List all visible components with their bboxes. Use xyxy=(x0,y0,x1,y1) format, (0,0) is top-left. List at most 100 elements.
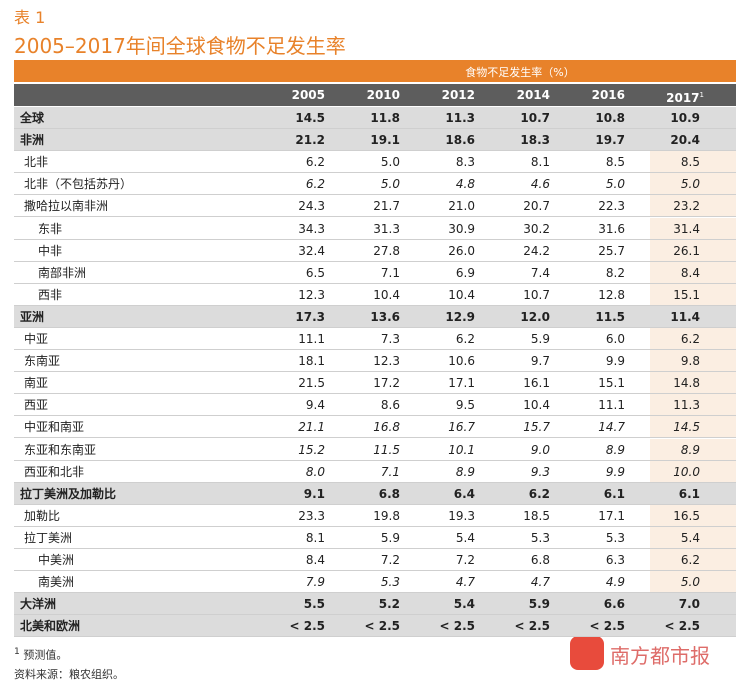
value-cell: 7.2 xyxy=(455,553,475,567)
highlight-cell xyxy=(650,195,736,217)
value-cell: 16.8 xyxy=(373,420,400,435)
value-cell: 4.6 xyxy=(530,177,550,192)
highlight-cell xyxy=(650,350,736,372)
value-cell: 8.4 xyxy=(680,265,700,280)
table-row xyxy=(14,482,736,505)
value-cell: 6.5 xyxy=(305,265,325,280)
value-cell: 26.0 xyxy=(448,243,475,258)
watermark: 南方都市报 xyxy=(610,644,710,668)
value-cell: 6.6 xyxy=(603,597,625,612)
table-row xyxy=(14,505,736,527)
value-cell: 15.2 xyxy=(298,442,325,457)
value-cell: 5.4 xyxy=(453,597,475,612)
value-cell: 5.3 xyxy=(605,530,625,545)
value-cell: 6.2 xyxy=(680,553,700,567)
value-cell: 5.5 xyxy=(303,597,325,612)
value-cell: 15.7 xyxy=(523,420,550,435)
value-cell: 8.5 xyxy=(605,155,625,170)
column-header: 2016 xyxy=(591,88,625,102)
value-cell: 12.9 xyxy=(445,309,475,324)
value-cell: 4.7 xyxy=(455,575,475,590)
value-cell: 5.9 xyxy=(530,332,550,346)
column-header: 2010 xyxy=(366,88,400,102)
value-cell: 32.4 xyxy=(298,243,325,258)
value-cell: 6.2 xyxy=(455,332,475,346)
value-cell: 12.8 xyxy=(598,287,625,302)
table-row xyxy=(14,328,736,350)
value-cell: 12.3 xyxy=(373,354,400,369)
highlight-cell xyxy=(650,504,736,526)
row-label: 南亚 xyxy=(24,376,49,391)
table-row xyxy=(14,394,736,417)
column-header: 20171 xyxy=(666,91,704,105)
value-cell: 20.4 xyxy=(670,133,700,148)
value-cell: 11.3 xyxy=(445,111,475,125)
value-cell: 19.8 xyxy=(373,508,400,523)
value-cell: 5.0 xyxy=(380,155,400,170)
value-cell: 6.8 xyxy=(378,486,400,501)
value-cell: 21.7 xyxy=(373,199,400,214)
highlight-cell xyxy=(650,261,736,283)
value-cell: 10.0 xyxy=(673,464,700,479)
value-cell: < 2.5 xyxy=(589,619,626,634)
value-cell: 8.1 xyxy=(305,530,325,545)
value-cell: 17.2 xyxy=(373,376,400,391)
row-label: 非洲 xyxy=(20,133,45,148)
row-label: 南部非洲 xyxy=(38,265,87,280)
table-title: 2005–2017年间全球食物不足发生率 xyxy=(14,34,346,58)
caption-band xyxy=(14,60,736,82)
highlight-cell xyxy=(650,571,736,593)
value-cell: 5.0 xyxy=(680,177,700,192)
row-label: 中非 xyxy=(38,243,63,258)
value-cell: 8.9 xyxy=(680,442,700,457)
value-cell: < 2.5 xyxy=(289,619,326,634)
highlight-cell xyxy=(650,173,736,195)
value-cell: 8.9 xyxy=(455,464,475,479)
value-cell: 7.1 xyxy=(380,464,400,479)
table-caption: 食物不足发生率（%） xyxy=(465,66,575,79)
value-cell: 6.2 xyxy=(305,155,325,170)
table-row xyxy=(14,461,736,483)
value-cell: 10.4 xyxy=(523,398,550,413)
table-row xyxy=(14,262,736,284)
value-cell: 21.2 xyxy=(295,133,325,148)
row-label: 加勒比 xyxy=(24,508,61,523)
value-cell: 5.9 xyxy=(528,597,550,612)
value-cell: 8.5 xyxy=(680,155,700,170)
value-cell: 18.5 xyxy=(523,508,550,523)
value-cell: 11.3 xyxy=(673,398,700,413)
value-cell: 6.3 xyxy=(605,553,625,567)
value-cell: 7.3 xyxy=(380,332,400,346)
value-cell: 6.4 xyxy=(453,486,475,501)
row-label: 中美洲 xyxy=(38,553,75,567)
row-label: 中亚和南亚 xyxy=(24,420,85,435)
value-cell: < 2.5 xyxy=(664,619,701,634)
value-cell: 10.8 xyxy=(595,111,625,125)
table-row xyxy=(14,107,736,129)
row-label: 南美洲 xyxy=(38,575,75,590)
value-cell: 9.4 xyxy=(305,398,325,413)
header-row xyxy=(14,84,736,106)
table-row xyxy=(14,416,736,439)
highlight-cell xyxy=(650,394,736,416)
value-cell: 7.1 xyxy=(380,265,400,280)
row-label: 撒哈拉以南非洲 xyxy=(24,199,109,214)
value-cell: 9.9 xyxy=(605,354,625,369)
highlight-cell xyxy=(650,460,736,482)
value-cell: 10.4 xyxy=(373,287,400,302)
row-label: 北美和欧洲 xyxy=(20,619,81,634)
value-cell: 21.1 xyxy=(298,420,325,435)
value-cell: 14.7 xyxy=(598,420,625,435)
value-cell: 22.3 xyxy=(598,199,625,214)
highlight-cell xyxy=(650,328,736,350)
value-cell: 16.7 xyxy=(448,420,475,435)
value-cell: 10.7 xyxy=(520,111,550,125)
value-cell: 9.0 xyxy=(530,442,550,457)
row-label: 东非 xyxy=(38,221,63,236)
value-cell: 17.1 xyxy=(598,508,625,523)
value-cell: 9.1 xyxy=(303,486,325,501)
value-cell: 5.9 xyxy=(380,530,400,545)
value-cell: 19.7 xyxy=(595,133,625,148)
logo xyxy=(570,636,604,670)
column-header: 2012 xyxy=(441,88,475,102)
